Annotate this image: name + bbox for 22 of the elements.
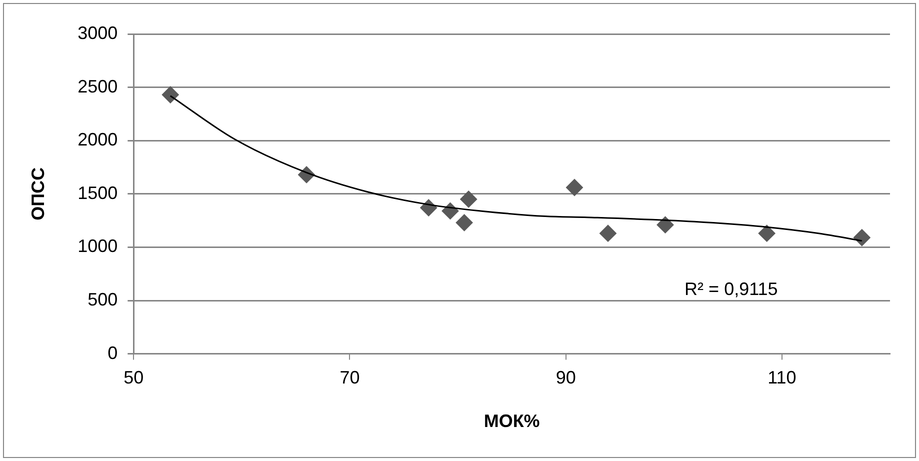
y-tick-label: 1000 xyxy=(78,236,118,256)
x-tick-label: 110 xyxy=(768,368,796,388)
point xyxy=(656,216,674,234)
y-tick-label: 1500 xyxy=(78,182,118,203)
point xyxy=(566,179,583,196)
point xyxy=(758,224,776,242)
point xyxy=(456,214,473,232)
x-axis-title: МОК% xyxy=(484,411,540,432)
point xyxy=(853,229,870,246)
y-tick-label: 3000 xyxy=(78,22,118,43)
annotation: R² = 0,9115 xyxy=(684,278,778,299)
x-tick-label: 70 xyxy=(340,368,360,388)
point xyxy=(599,224,616,242)
y-axis-title: ОПСС xyxy=(28,167,48,220)
point xyxy=(162,86,179,104)
y-tick-label: 2500 xyxy=(78,76,118,96)
y-tick-label: 0 xyxy=(108,342,118,363)
point xyxy=(460,190,478,208)
x-tick-label: 90 xyxy=(556,368,576,388)
y-tick-label: 500 xyxy=(88,289,118,310)
x-tick-label: 50 xyxy=(124,368,144,388)
y-tick-label: 2000 xyxy=(78,130,118,150)
